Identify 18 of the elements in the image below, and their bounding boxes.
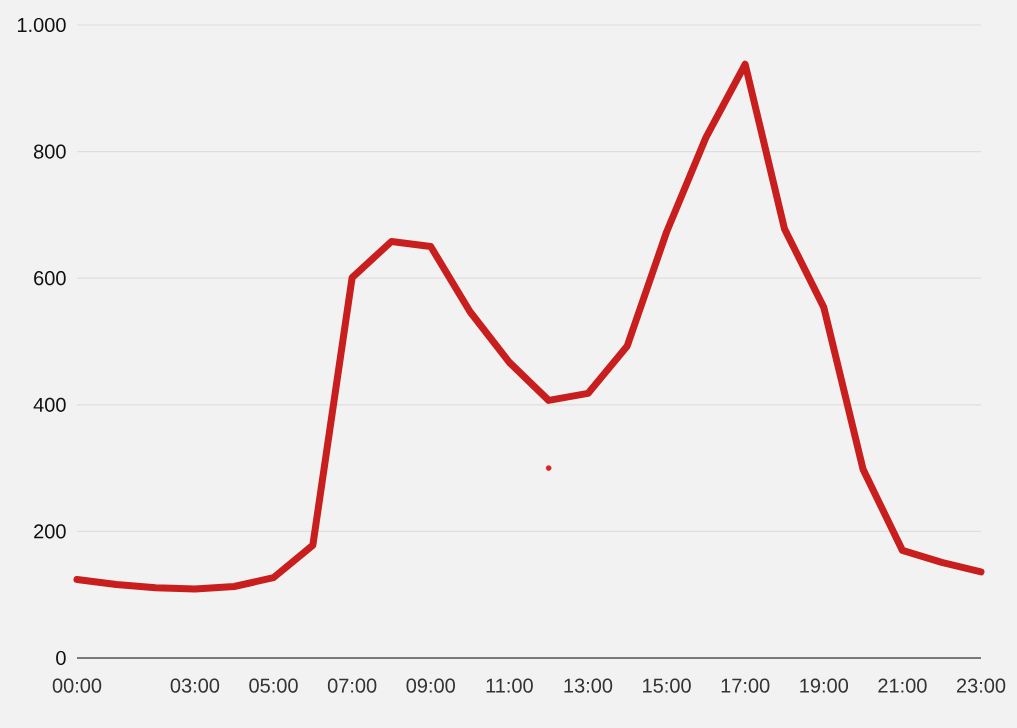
x-tick-label: 07:00 [327,678,377,693]
y-tick-label: 800 [33,144,66,159]
x-tick-label: 13:00 [564,678,613,693]
y-tick-label: 200 [34,524,66,539]
x-tick-label: 09:00 [406,678,455,693]
x-tick-label: 19:00 [800,678,849,693]
x-tick-label: 15:00 [643,678,691,693]
y-tick-label: 600 [34,271,66,286]
y-tick-label: 1.000 [17,17,66,33]
x-tick-label: 23:00 [956,678,1006,693]
y-tick-label: 0 [56,650,66,666]
x-tick-label: 17:00 [721,678,770,693]
x-tick-label: 11:00 [486,678,533,693]
x-tick-label: 21:00 [878,678,927,693]
x-tick-label: 00:00 [52,678,102,693]
x-tick-label: 03:00 [170,678,220,693]
x-tick-label: 05:00 [249,678,298,693]
y-tick-label: 400 [33,397,66,412]
